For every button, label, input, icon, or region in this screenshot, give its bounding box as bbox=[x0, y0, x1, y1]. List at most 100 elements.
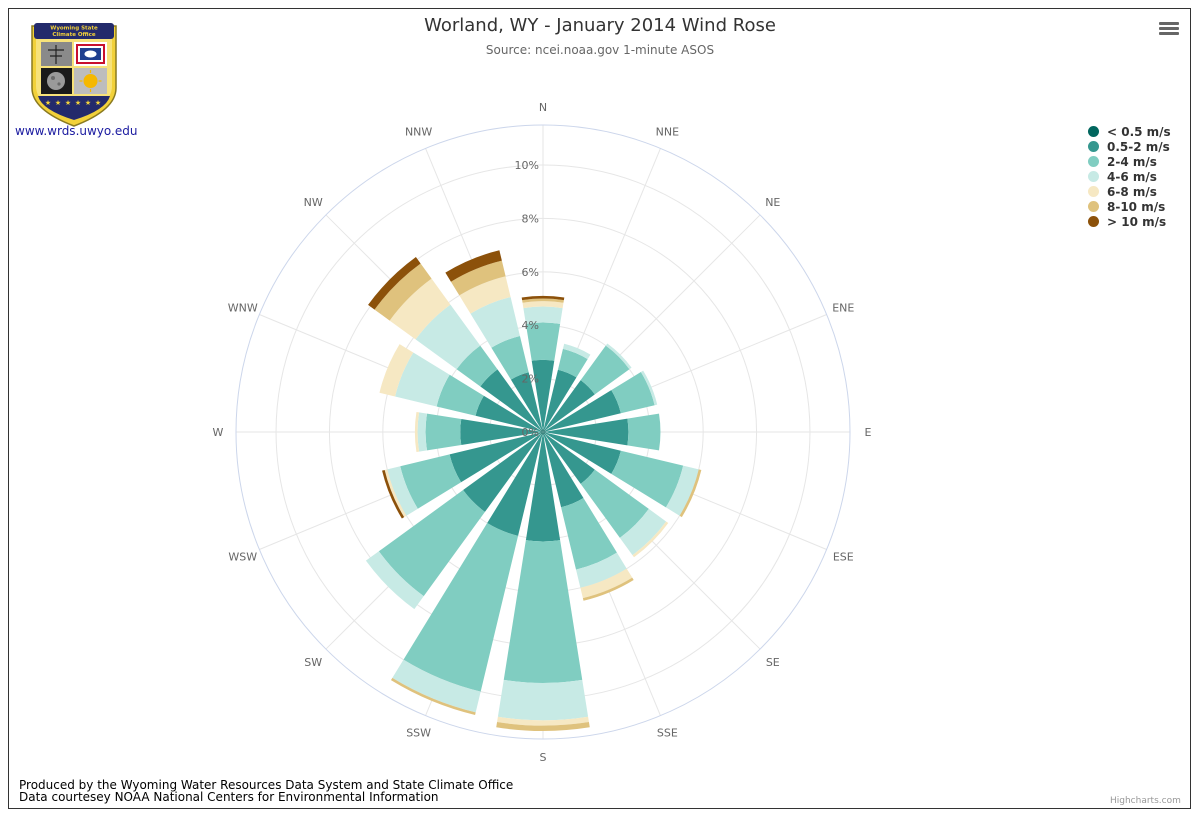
legend-item[interactable]: < 0.5 m/s bbox=[1088, 124, 1171, 139]
wind-bar-segment[interactable] bbox=[543, 432, 545, 435]
wind-bar-segment[interactable] bbox=[665, 465, 699, 516]
wind-bar-segment[interactable] bbox=[497, 716, 589, 726]
wind-bar-segment[interactable] bbox=[480, 369, 542, 431]
direction-label: W bbox=[213, 426, 224, 439]
wind-bar-segment[interactable] bbox=[545, 432, 621, 474]
wind-bar-segment[interactable] bbox=[576, 552, 627, 588]
wind-bar-segment[interactable] bbox=[460, 419, 541, 445]
wind-bar-segment[interactable] bbox=[545, 390, 621, 432]
wind-bar-segment[interactable] bbox=[543, 429, 546, 432]
wind-bar-segment[interactable] bbox=[525, 322, 561, 361]
wind-bar-segment[interactable] bbox=[540, 431, 543, 433]
wind-bar-segment[interactable] bbox=[545, 418, 629, 446]
legend-item[interactable]: > 10 m/s bbox=[1088, 214, 1171, 229]
wind-bar-segment[interactable] bbox=[531, 359, 555, 430]
wind-bar-segment[interactable] bbox=[540, 430, 543, 432]
wind-bar-segment[interactable] bbox=[640, 370, 658, 406]
radial-tick-label: 2% bbox=[522, 373, 539, 386]
wind-bar-segment[interactable] bbox=[562, 343, 591, 360]
wind-bar-segment[interactable] bbox=[580, 345, 630, 395]
wind-bar-segment[interactable] bbox=[522, 298, 564, 303]
wind-bar-segment[interactable] bbox=[543, 432, 546, 435]
wind-bar-segment[interactable] bbox=[456, 345, 498, 387]
wind-bar-segment[interactable] bbox=[417, 412, 427, 452]
wind-bar-segment[interactable] bbox=[503, 540, 583, 683]
wind-bar-segment[interactable] bbox=[611, 372, 655, 414]
wind-bar-segment[interactable] bbox=[525, 434, 561, 542]
wind-bar-segment[interactable] bbox=[387, 466, 418, 516]
logo-banner-line2: Climate Office bbox=[52, 32, 96, 38]
wind-bar-segment[interactable] bbox=[449, 432, 541, 483]
legend-item[interactable]: 6-8 m/s bbox=[1088, 184, 1171, 199]
highcharts-credit[interactable]: Highcharts.com bbox=[1110, 796, 1181, 806]
wind-bar-segment[interactable] bbox=[540, 432, 543, 435]
wind-bar-segment[interactable] bbox=[390, 677, 476, 715]
wind-bar-segment[interactable] bbox=[540, 429, 543, 432]
wind-bar-segment[interactable] bbox=[544, 433, 595, 484]
wind-bar-segment[interactable] bbox=[632, 521, 669, 558]
wind-bar-segment[interactable] bbox=[510, 372, 543, 430]
wind-bar-segment[interactable] bbox=[415, 304, 481, 370]
wind-bar-segment[interactable] bbox=[543, 434, 584, 508]
wind-bar-segment[interactable] bbox=[374, 263, 432, 321]
wind-bar-segment[interactable] bbox=[491, 335, 529, 380]
wind-bar-segment[interactable] bbox=[541, 432, 543, 435]
wind-bar-segment[interactable] bbox=[521, 295, 565, 301]
wind-bar-segment[interactable] bbox=[470, 297, 520, 348]
wind-bar-segment[interactable] bbox=[611, 450, 684, 508]
wind-bar-segment[interactable] bbox=[522, 301, 564, 309]
wind-bar-segment[interactable] bbox=[445, 250, 502, 282]
wind-bar-segment[interactable] bbox=[425, 413, 462, 451]
wind-bar-segment[interactable] bbox=[543, 369, 577, 430]
wind-bar-segment[interactable] bbox=[378, 490, 485, 597]
wind-bar-segment[interactable] bbox=[540, 432, 543, 434]
wind-bar-segment[interactable] bbox=[496, 722, 590, 731]
wind-bar-segment[interactable] bbox=[580, 469, 649, 538]
wind-bar-segment[interactable] bbox=[541, 429, 543, 432]
wind-bar-segment[interactable] bbox=[543, 429, 545, 432]
radial-tick-label: 0% bbox=[522, 426, 539, 439]
legend-item[interactable]: 4-6 m/s bbox=[1088, 169, 1171, 184]
wind-bar-segment[interactable] bbox=[544, 380, 595, 431]
hamburger-menu-icon[interactable] bbox=[1159, 22, 1179, 38]
wind-bar-segment[interactable] bbox=[379, 344, 414, 397]
wind-bar-segment[interactable] bbox=[400, 454, 462, 509]
legend-label: > 10 m/s bbox=[1107, 214, 1167, 229]
wind-bar-segment[interactable] bbox=[561, 498, 617, 570]
wind-bar-segment[interactable] bbox=[382, 470, 405, 519]
wind-bar-segment[interactable] bbox=[497, 679, 589, 721]
wind-bar-segment[interactable] bbox=[450, 260, 506, 296]
wind-bar-segment[interactable] bbox=[389, 278, 451, 340]
wind-bar-segment[interactable] bbox=[627, 413, 661, 451]
wind-bar-segment[interactable] bbox=[459, 276, 511, 314]
wind-bar-segment[interactable] bbox=[414, 411, 420, 453]
wind-bar-segment[interactable] bbox=[543, 431, 546, 433]
wind-bar-segment[interactable] bbox=[542, 432, 544, 435]
wind-bar-segment[interactable] bbox=[392, 659, 481, 713]
wind-bar-segment[interactable] bbox=[543, 430, 546, 432]
direction-label: ESE bbox=[833, 550, 854, 563]
wind-bar-segment[interactable] bbox=[605, 343, 632, 370]
legend-item[interactable]: 0.5-2 m/s bbox=[1088, 139, 1171, 154]
legend-item[interactable]: 8-10 m/s bbox=[1088, 199, 1171, 214]
wind-bar-segment[interactable] bbox=[542, 429, 544, 432]
legend-item[interactable]: 2-4 m/s bbox=[1088, 154, 1171, 169]
wind-bar-segment[interactable] bbox=[523, 306, 563, 324]
wind-bar-segment[interactable] bbox=[384, 469, 407, 518]
wind-bar-segment[interactable] bbox=[436, 374, 484, 416]
wrds-website-link[interactable]: www.wrds.uwyo.edu bbox=[15, 124, 138, 138]
wind-bar-segment[interactable] bbox=[679, 469, 702, 518]
wind-bar-segment[interactable] bbox=[463, 433, 542, 512]
wind-bar-segment[interactable] bbox=[619, 508, 667, 556]
wind-bar-segment[interactable] bbox=[403, 523, 519, 692]
wind-bar-segment[interactable] bbox=[368, 257, 421, 310]
wind-bar-segment[interactable] bbox=[580, 568, 633, 599]
wind-bar-segment[interactable] bbox=[395, 352, 450, 407]
wind-bar-segment[interactable] bbox=[582, 577, 634, 601]
chart-title: Worland, WY - January 2014 Wind Rose bbox=[424, 15, 776, 36]
wind-bar-segment[interactable] bbox=[365, 551, 424, 610]
wind-bar-segment[interactable] bbox=[543, 432, 546, 434]
wind-bar-segment[interactable] bbox=[557, 348, 588, 378]
wind-bar-segment[interactable] bbox=[475, 395, 541, 432]
wind-bar-segment[interactable] bbox=[487, 434, 543, 536]
